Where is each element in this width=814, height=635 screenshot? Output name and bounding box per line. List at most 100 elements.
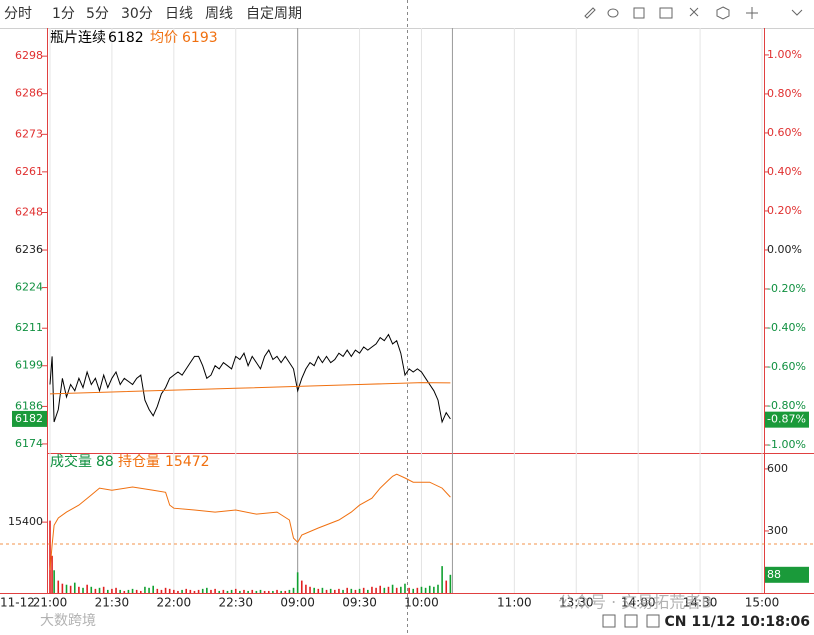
icon-window[interactable]	[659, 7, 673, 19]
oi-last: 15472	[165, 454, 210, 470]
y-tick-label: 6248	[15, 206, 43, 219]
price-line	[49, 333, 451, 424]
tab[interactable]: 5分	[86, 6, 109, 22]
volume-bar	[160, 589, 163, 593]
y-tick-label: 6298	[15, 49, 43, 62]
icon-pen[interactable]	[584, 7, 596, 19]
oi-line	[49, 473, 451, 571]
volume-tag	[765, 566, 809, 583]
volume-bar	[247, 590, 249, 593]
oi-label: 持仓量	[118, 454, 160, 470]
volume-bar	[65, 584, 68, 593]
volume-bar	[334, 589, 336, 593]
volume-bar	[383, 587, 386, 593]
price-tag	[12, 410, 47, 427]
volume-bar	[267, 590, 270, 593]
volume-bar	[354, 589, 357, 593]
volume-bar	[86, 584, 88, 593]
volume-bar	[164, 587, 167, 593]
volume-bar	[193, 590, 196, 593]
volume-bar	[358, 588, 361, 593]
x-tick-label: 14:30	[683, 596, 718, 610]
volume-bar	[61, 583, 64, 593]
change-tag	[765, 411, 809, 428]
volume-bar	[449, 574, 452, 593]
volume-bar	[420, 586, 423, 593]
volume-bar	[255, 590, 258, 593]
y-tick-label: 6174	[15, 437, 43, 450]
volume-bar	[309, 586, 311, 593]
symbol: 瓶片连续	[50, 29, 106, 46]
y2-tick-label: 0.80%	[767, 87, 802, 100]
volume-bar	[148, 587, 150, 593]
oi-tick-label: 15400	[8, 515, 43, 528]
change-tag-label: -0.87%	[767, 413, 806, 426]
volume-bar	[168, 588, 171, 593]
volume-bar	[362, 587, 365, 593]
y-tick-label: 6224	[15, 281, 43, 294]
x-tick-label: 10:00	[404, 596, 439, 610]
volume-bar	[400, 586, 402, 593]
tab[interactable]: 分时	[4, 6, 32, 22]
x-tick-label: 22:00	[157, 596, 192, 610]
volume-bar	[140, 590, 142, 593]
icon-plus[interactable]	[746, 7, 758, 19]
volume-bar	[263, 590, 266, 593]
tab[interactable]: 日线	[165, 6, 193, 22]
volume-bar	[243, 589, 245, 593]
volume-bar	[222, 589, 225, 593]
volume-bar	[156, 588, 159, 593]
volume-tag-label: 88	[767, 568, 781, 581]
volume-bar	[412, 588, 415, 593]
volume-bar	[214, 588, 216, 593]
volume-bar	[69, 585, 72, 593]
volume-bar	[317, 588, 320, 593]
volume-bar	[424, 587, 427, 593]
volume-bar	[73, 582, 76, 593]
icon-square[interactable]	[602, 614, 616, 628]
volume-bar	[288, 589, 291, 593]
icon-square[interactable]	[624, 614, 638, 628]
volume-bar	[144, 586, 146, 593]
icon-cube[interactable]	[716, 6, 730, 20]
icon-chevron[interactable]	[791, 9, 803, 16]
price-line	[49, 382, 451, 395]
volume-bar	[416, 587, 419, 593]
volume-bar	[391, 584, 394, 593]
volume-bar	[346, 587, 348, 593]
volume-bar	[321, 587, 324, 593]
volume-bar	[51, 555, 53, 593]
volume-bar	[94, 588, 97, 593]
x-tick-label: 21:30	[95, 596, 130, 610]
volume-tick-label: 600	[767, 462, 788, 475]
volume-bar	[206, 587, 208, 593]
volume-bar	[404, 583, 406, 593]
volume-bar	[428, 585, 431, 593]
y2-tick-label: -1.00%	[767, 438, 806, 451]
tab[interactable]: 自定周期	[246, 6, 302, 22]
y2-tick-label: 0.60%	[767, 126, 802, 139]
x-tick-label: 13:30	[559, 596, 594, 610]
icon-eye[interactable]	[607, 8, 619, 18]
volume-bar	[375, 587, 377, 593]
volume-bar	[230, 589, 233, 593]
icon-square[interactable]	[646, 614, 660, 628]
volume-bar	[185, 588, 188, 593]
x-tick-label: 22:30	[218, 596, 253, 610]
tab[interactable]: 周线	[205, 6, 233, 22]
tab[interactable]: 30分	[121, 6, 153, 22]
y-tick-label: 6199	[15, 359, 43, 372]
icon-close[interactable]	[689, 7, 699, 17]
volume-bar	[123, 590, 126, 593]
volume-bar	[239, 590, 241, 593]
tab[interactable]: 1分	[52, 6, 75, 22]
y2-tick-label: -0.20%	[767, 282, 806, 295]
y2-tick-label: 0.20%	[767, 204, 802, 217]
volume-bar	[78, 586, 80, 593]
volume-bar	[135, 589, 138, 593]
y2-tick-label: -0.80%	[767, 399, 806, 412]
icon-box[interactable]	[633, 7, 645, 19]
volume-bar	[226, 590, 229, 593]
